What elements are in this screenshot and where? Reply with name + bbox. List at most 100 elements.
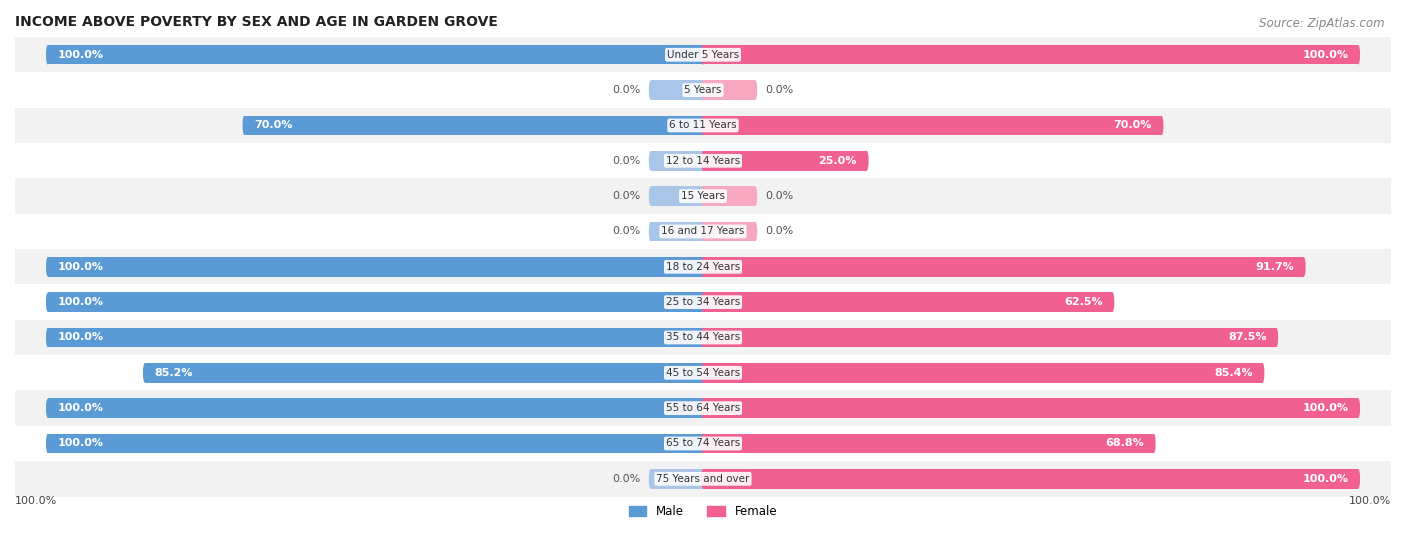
Bar — [703, 45, 1358, 65]
Text: 0.0%: 0.0% — [765, 227, 793, 237]
Circle shape — [46, 398, 49, 418]
Text: Under 5 Years: Under 5 Years — [666, 50, 740, 60]
Bar — [703, 257, 1303, 277]
Circle shape — [865, 151, 869, 171]
Bar — [703, 469, 1358, 489]
Circle shape — [143, 363, 146, 383]
Bar — [703, 116, 1161, 135]
Text: 12 to 14 Years: 12 to 14 Years — [666, 156, 740, 166]
Circle shape — [46, 45, 49, 65]
Bar — [48, 328, 703, 347]
Bar — [0, 179, 1406, 214]
Circle shape — [702, 222, 704, 241]
Circle shape — [702, 328, 704, 347]
Text: 62.5%: 62.5% — [1064, 297, 1102, 307]
Bar — [703, 151, 868, 171]
Text: 0.0%: 0.0% — [613, 227, 641, 237]
Text: 45 to 54 Years: 45 to 54 Years — [666, 368, 740, 378]
Circle shape — [702, 116, 704, 135]
Circle shape — [1152, 434, 1156, 453]
Bar — [651, 151, 703, 171]
Circle shape — [702, 257, 704, 277]
Circle shape — [754, 186, 758, 206]
Text: 18 to 24 Years: 18 to 24 Years — [666, 262, 740, 272]
Bar — [0, 214, 1406, 249]
Text: 91.7%: 91.7% — [1256, 262, 1294, 272]
Bar — [48, 434, 703, 453]
Text: 100.0%: 100.0% — [1302, 403, 1348, 413]
Text: 87.5%: 87.5% — [1227, 333, 1267, 343]
Bar — [703, 292, 1112, 312]
Text: 6 to 11 Years: 6 to 11 Years — [669, 121, 737, 131]
Bar — [703, 222, 755, 241]
Circle shape — [46, 257, 49, 277]
Circle shape — [702, 45, 704, 65]
Text: 100.0%: 100.0% — [58, 333, 104, 343]
Circle shape — [1357, 469, 1360, 489]
Text: 100.0%: 100.0% — [1302, 474, 1348, 484]
Bar — [703, 328, 1277, 347]
Bar — [0, 143, 1406, 179]
Text: 55 to 64 Years: 55 to 64 Years — [666, 403, 740, 413]
Circle shape — [702, 363, 704, 383]
Text: 0.0%: 0.0% — [765, 191, 793, 201]
Circle shape — [1357, 398, 1360, 418]
Bar — [0, 461, 1406, 497]
Bar — [703, 434, 1154, 453]
Bar — [651, 80, 703, 100]
Legend: Male, Female: Male, Female — [624, 501, 782, 523]
Circle shape — [702, 186, 704, 206]
Text: 0.0%: 0.0% — [613, 191, 641, 201]
Circle shape — [702, 469, 704, 489]
Bar — [145, 363, 703, 383]
Circle shape — [648, 186, 652, 206]
Circle shape — [702, 434, 704, 453]
Bar — [245, 116, 703, 135]
Circle shape — [702, 292, 704, 312]
Circle shape — [46, 434, 49, 453]
Circle shape — [1160, 116, 1164, 135]
Circle shape — [702, 363, 704, 383]
Text: 70.0%: 70.0% — [1114, 121, 1152, 131]
Circle shape — [702, 186, 704, 206]
Text: 85.2%: 85.2% — [155, 368, 193, 378]
Circle shape — [1302, 257, 1306, 277]
Bar — [0, 320, 1406, 355]
Bar — [0, 249, 1406, 285]
Bar — [0, 355, 1406, 391]
Circle shape — [702, 80, 704, 100]
Text: Source: ZipAtlas.com: Source: ZipAtlas.com — [1260, 17, 1385, 30]
Bar — [48, 257, 703, 277]
Text: 75 Years and over: 75 Years and over — [657, 474, 749, 484]
Bar — [48, 292, 703, 312]
Circle shape — [648, 80, 652, 100]
Circle shape — [702, 222, 704, 241]
Text: 65 to 74 Years: 65 to 74 Years — [666, 439, 740, 449]
Text: INCOME ABOVE POVERTY BY SEX AND AGE IN GARDEN GROVE: INCOME ABOVE POVERTY BY SEX AND AGE IN G… — [15, 15, 498, 29]
Text: 0.0%: 0.0% — [613, 474, 641, 484]
Circle shape — [702, 328, 704, 347]
Bar — [703, 186, 755, 206]
Bar — [0, 391, 1406, 426]
Circle shape — [702, 80, 704, 100]
Text: 100.0%: 100.0% — [58, 50, 104, 60]
Text: 100.0%: 100.0% — [58, 403, 104, 413]
Circle shape — [702, 116, 704, 135]
Text: 16 and 17 Years: 16 and 17 Years — [661, 227, 745, 237]
Text: 100.0%: 100.0% — [15, 496, 58, 506]
Circle shape — [702, 398, 704, 418]
Text: 100.0%: 100.0% — [58, 439, 104, 449]
Circle shape — [754, 222, 758, 241]
Circle shape — [702, 292, 704, 312]
Bar — [0, 108, 1406, 143]
Bar — [703, 398, 1358, 418]
Circle shape — [754, 80, 758, 100]
Circle shape — [702, 151, 704, 171]
Text: 0.0%: 0.0% — [613, 156, 641, 166]
Circle shape — [1274, 328, 1278, 347]
Circle shape — [648, 222, 652, 241]
Circle shape — [46, 292, 49, 312]
Text: 100.0%: 100.0% — [58, 297, 104, 307]
Bar — [651, 469, 703, 489]
Text: 0.0%: 0.0% — [613, 85, 641, 95]
